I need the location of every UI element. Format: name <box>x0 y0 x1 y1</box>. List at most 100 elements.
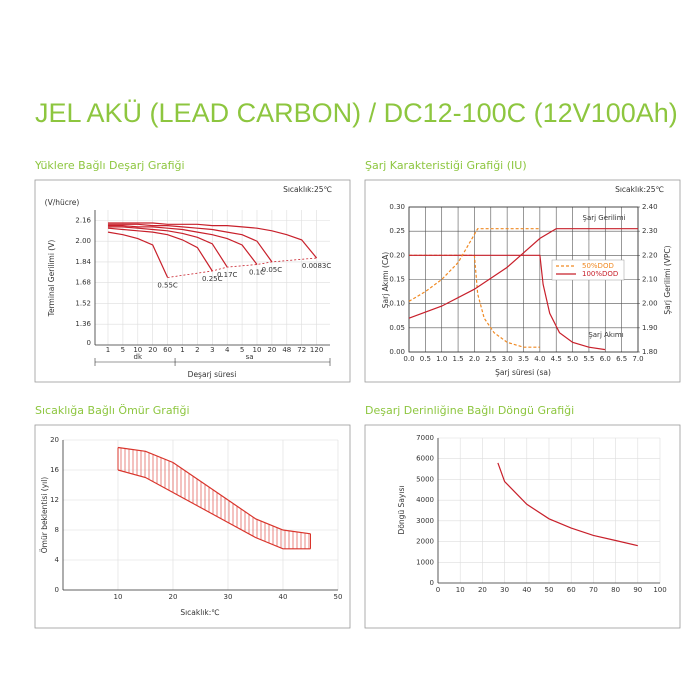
y-axis-label: Döngü Sayısı <box>397 486 406 535</box>
x-tick-label: 100 <box>653 586 666 594</box>
x-tick-label: 40 <box>522 586 531 594</box>
y-tick-label: 5000 <box>416 475 434 483</box>
y-tick-label: 1.84 <box>75 258 91 266</box>
x-tick-label: 70 <box>589 586 598 594</box>
x-axis-label: Deşarj süresi <box>188 370 237 379</box>
y-tick-label: 0.00 <box>389 348 405 356</box>
x-tick-label: 10 <box>253 346 262 354</box>
series-line <box>117 469 311 550</box>
series-line <box>497 462 638 547</box>
x-tick-label: 80 <box>611 586 620 594</box>
x-tick-label: 30 <box>500 586 509 594</box>
x-axis-label: Sıcaklık:℃ <box>180 608 219 617</box>
series-line <box>117 446 311 535</box>
series-label: 0.25C <box>202 275 223 283</box>
x-tick-label: 60 <box>163 346 172 354</box>
x-tick-label: 3.5 <box>518 355 529 363</box>
chart-box <box>364 424 681 629</box>
y-tick-label: 4000 <box>416 496 434 504</box>
page-title: JEL AKÜ (LEAD CARBON) / DC12-100C (12V10… <box>35 98 678 128</box>
end-line <box>167 257 317 278</box>
legend-label: 100%DOD <box>582 270 618 278</box>
y-tick-label: 2000 <box>416 538 434 546</box>
x-tick-label: 50 <box>334 593 343 601</box>
y2-tick-label: 2.00 <box>642 300 658 308</box>
group-label: dk <box>134 353 143 361</box>
x-tick-label: 1.0 <box>436 355 447 363</box>
chart-heading: Deşarj Derinliğine Bağlı Döngü Grafiği <box>365 404 574 417</box>
series-line <box>408 228 540 302</box>
y2-tick-label: 2.20 <box>642 251 658 259</box>
y-tick-label: 0 <box>430 579 434 587</box>
x-tick-label: 20 <box>478 586 487 594</box>
x-tick-label: 3.0 <box>502 355 513 363</box>
x-tick-label: 5.0 <box>567 355 578 363</box>
curve-label: Şarj Akımı <box>588 331 623 339</box>
x-tick-label: 4.0 <box>534 355 545 363</box>
chart-box <box>34 179 351 383</box>
y-tick-label: 12 <box>50 496 59 504</box>
legend-label: 50%DOD <box>582 262 614 270</box>
x-tick-label: 1 <box>180 346 184 354</box>
x-tick-label: 10 <box>456 586 465 594</box>
x-tick-label: 5 <box>240 346 244 354</box>
y-tick-label: 4 <box>55 556 60 564</box>
y-tick-label: 1.36 <box>75 320 91 328</box>
series-line <box>107 227 213 272</box>
y2-tick-label: 1.80 <box>642 348 658 356</box>
x-tick-label: 20 <box>169 593 178 601</box>
y-axis-label: Terminal Gerilimi (V) <box>47 240 56 318</box>
y-tick-label: 0.10 <box>389 300 405 308</box>
y2-tick-label: 2.30 <box>642 227 658 235</box>
y-tick-label: 1.68 <box>75 279 91 287</box>
series-label: 0.05C <box>262 266 283 274</box>
x-axis-label: Şarj süresi (sa) <box>495 368 551 377</box>
y-tick-label: 0.30 <box>389 203 405 211</box>
x-tick-label: 40 <box>279 593 288 601</box>
y2-tick-label: 2.40 <box>642 203 658 211</box>
series-line <box>409 254 606 351</box>
x-tick-label: 2.0 <box>469 355 480 363</box>
y-tick-label: 0.15 <box>389 276 405 284</box>
y-tick-label: 0.25 <box>389 227 405 235</box>
x-tick-label: 20 <box>148 346 157 354</box>
y-tick-label: 8 <box>55 526 59 534</box>
series-line <box>107 231 169 278</box>
chart-box <box>364 179 681 383</box>
x-tick-label: 72 <box>297 346 306 354</box>
series-line <box>409 254 540 348</box>
x-tick-label: 48 <box>282 346 291 354</box>
annotation: Sıcaklık:25℃ <box>283 185 332 194</box>
x-tick-label: 60 <box>567 586 576 594</box>
chart-box <box>34 424 351 629</box>
x-tick-label: 6.5 <box>616 355 627 363</box>
series-label: 0.1C <box>249 269 265 277</box>
x-tick-label: 10 <box>133 346 142 354</box>
y-tick-label: 3000 <box>416 517 434 525</box>
series-line <box>108 222 318 259</box>
range-band <box>118 447 311 549</box>
x-tick-label: 7.0 <box>632 355 643 363</box>
chart-heading: Şarj Karakteristiği Grafiği (IU) <box>365 159 527 172</box>
x-tick-label: 20 <box>267 346 276 354</box>
y2-tick-label: 2.10 <box>642 276 658 284</box>
curve-label: Şarj Gerilimi <box>583 214 626 222</box>
series-label: 0.0083C <box>302 262 331 270</box>
legend-box <box>551 259 625 281</box>
x-tick-label: 120 <box>310 346 323 354</box>
x-tick-label: 1.5 <box>453 355 464 363</box>
x-tick-label: 4 <box>225 346 230 354</box>
x-tick-label: 10 <box>114 593 123 601</box>
y2-tick-label: 1.90 <box>642 324 658 332</box>
series-label: 0.55C <box>157 282 178 290</box>
x-tick-label: 5 <box>121 346 125 354</box>
x-tick-label: 50 <box>545 586 554 594</box>
y-tick-label: 0 <box>55 586 59 594</box>
x-tick-label: 2.5 <box>485 355 496 363</box>
series-line <box>108 225 258 265</box>
y-axis-label: Ömür beklentisi (yıl) <box>40 477 49 554</box>
series-label: 0.17C <box>217 271 238 279</box>
y-origin-label: 0 <box>87 339 91 347</box>
y-tick-label: 2.16 <box>75 216 91 224</box>
y-tick-label: 1.52 <box>75 299 91 307</box>
